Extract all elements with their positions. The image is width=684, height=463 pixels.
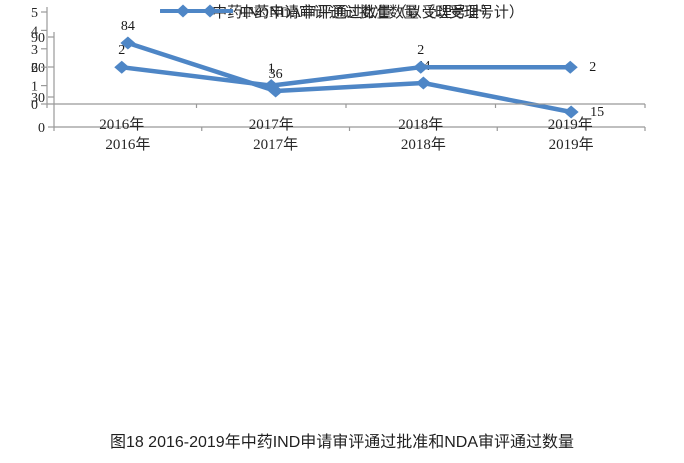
x-category-label: 2018年 bbox=[398, 116, 443, 133]
data-point-marker bbox=[413, 60, 429, 74]
data-point-label: 15 bbox=[590, 105, 604, 120]
data-point-label: 2 bbox=[118, 43, 125, 58]
ind-line-chart: 03060902016年2017年2018年2019年84364415 bbox=[31, 19, 646, 153]
nda-line-chart: 0 1 2 3 4 5 2016年 2017年 2018年 2019年 2 1 2 2 bbox=[31, 6, 646, 133]
trend-line bbox=[119, 64, 573, 88]
data-point-marker bbox=[114, 60, 130, 74]
x-category-label: 2019年 bbox=[548, 116, 593, 133]
nda-legend-label: 中药NDA审评通过数量（以受理号计） bbox=[239, 4, 497, 21]
y-tick-label: 3 bbox=[31, 43, 38, 58]
trend-line bbox=[125, 40, 574, 115]
ind-chart-legend: 中药IND申请审评通过批准数量（以受理号计） bbox=[0, 0, 684, 22]
y-tick-label: 30 bbox=[31, 91, 45, 106]
figure-caption: 图18 2016-2019年中药IND申请审评通过批准和NDA审评通过数量 bbox=[109, 434, 575, 451]
x-category-label: 2016年 bbox=[99, 116, 144, 133]
y-tick-label: 4 bbox=[31, 24, 38, 39]
y-tick-label: 90 bbox=[31, 31, 45, 46]
nda-chart-legend: 中药NDA审评通过数量（以受理号计） bbox=[0, 0, 684, 22]
y-tick-label: 1 bbox=[31, 80, 38, 95]
x-category-label: 2018年 bbox=[401, 136, 446, 153]
y-tick-label: 0 bbox=[38, 121, 45, 136]
y-tick-label: 5 bbox=[31, 6, 38, 21]
data-point-marker bbox=[415, 76, 431, 90]
data-point-marker bbox=[563, 105, 579, 119]
data-point-label: 2 bbox=[417, 43, 424, 58]
data-point-label: 1 bbox=[268, 62, 275, 77]
y-tick-label: 2 bbox=[31, 61, 38, 76]
ind-legend-label: 中药IND申请审评通过批准数量（以受理号计） bbox=[212, 4, 524, 21]
x-category-label: 2019年 bbox=[549, 136, 594, 153]
data-point-label: 2 bbox=[589, 60, 596, 75]
legend-line-marker-icon bbox=[187, 4, 234, 18]
y-tick-label: 0 bbox=[31, 98, 38, 113]
y-tick-label: 60 bbox=[31, 61, 45, 76]
data-point-marker bbox=[120, 36, 136, 50]
data-point-marker bbox=[562, 60, 578, 74]
x-category-label: 2016年 bbox=[105, 136, 150, 153]
data-point-label: 36 bbox=[269, 67, 283, 82]
data-point-label: 84 bbox=[121, 19, 135, 34]
x-category-label: 2017年 bbox=[249, 116, 294, 133]
x-category-label: 2017年 bbox=[253, 136, 298, 153]
data-point-marker bbox=[263, 79, 279, 93]
